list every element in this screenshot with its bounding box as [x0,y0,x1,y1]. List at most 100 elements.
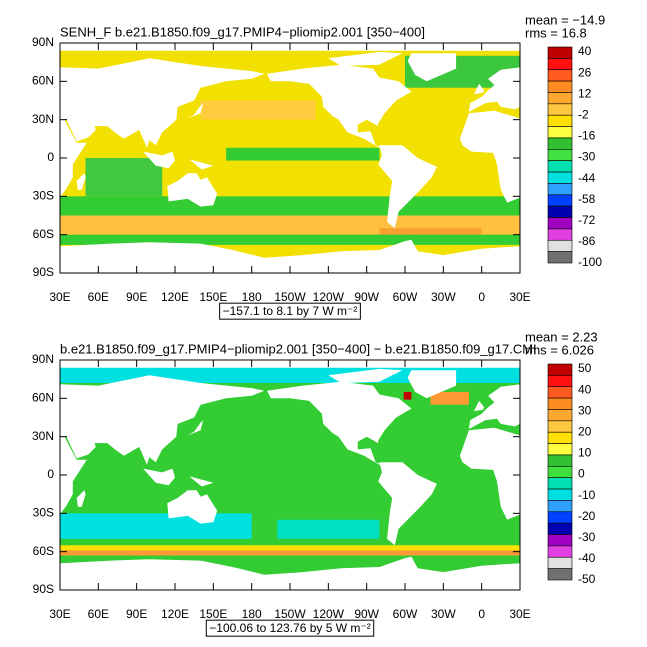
lon-label: 120E [161,290,189,304]
rms: rms = 6.026 [525,342,594,357]
colorbar-box [547,397,573,410]
field [60,550,520,556]
field [60,234,520,245]
colorbar-box [547,137,573,150]
mean: mean = 2.23 [525,329,598,344]
lon-label: 120W [313,607,345,621]
field [379,228,482,239]
colorbar-box [547,205,573,218]
colorbar-label: -86 [578,234,596,248]
field [60,513,252,539]
lon-label: 30E [509,607,530,621]
colorbar-box [547,114,573,127]
lat-label: 30S [33,506,54,520]
colorbar-box [547,149,573,161]
lon-label: 90E [126,290,147,304]
field [403,391,412,400]
colorbar-box [547,160,573,173]
colorbar-box [547,92,573,105]
lon-label: 0 [478,607,485,621]
colorbar-box [547,251,573,264]
colorbar-box [547,46,573,59]
colorbar-box [547,522,573,535]
colorbar-label: 40 [578,382,592,396]
colorbar-label: 50 [578,361,592,375]
colorbar-box [547,556,573,569]
lat-label: 60N [32,74,54,88]
colorbar-label: -20 [578,509,596,523]
colorbar-box [547,454,573,467]
field [85,158,163,197]
colorbar-box [547,194,573,207]
lat-label: 30N [32,112,54,126]
map [60,43,520,273]
colorbar-box [547,103,573,116]
lon-label: 60E [88,607,109,621]
lon-label: 120E [161,607,189,621]
lat-label: 60S [33,544,54,558]
colorbar-box [547,420,573,433]
colorbar-box [547,431,573,444]
lat-label: 60S [33,227,54,241]
range-label: −100.06 to 123.76 by 5 W m⁻² [209,621,370,635]
colorbar-box [547,375,573,388]
lon-label: 180 [242,607,262,621]
colorbar-label: -72 [578,213,596,227]
colorbar-box [547,363,573,376]
range-label: −157.1 to 8.1 by 7 W m⁻² [223,304,358,318]
lon-label: 90W [354,290,379,304]
map [60,360,520,590]
colorbar-box [547,488,573,501]
colorbar-label: -44 [578,171,596,185]
lon-label: 90E [126,607,147,621]
lat-label: 90S [33,582,54,596]
title: b.e21.B1850.f09_g17.PMIP4−pliomip2.001 [… [60,341,537,356]
colorbar-label: -2 [578,107,589,121]
field [226,147,380,161]
field [430,391,469,405]
lon-label: 120W [313,290,345,304]
field [200,100,316,120]
lon-label: 30E [509,290,530,304]
colorbar-box [547,443,573,456]
colorbar-box [547,545,573,558]
colorbar-box [547,466,573,478]
lon-label: 0 [478,290,485,304]
lon-label: 180 [242,290,262,304]
colorbar-box [547,386,573,399]
panel: SENH_F b.e21.B1850.f09_g17.PMIP4−pliomip… [32,12,605,320]
lat-label: 90N [32,35,54,49]
lon-label: 60W [393,607,418,621]
colorbar-box [547,534,573,547]
colorbar-label: 30 [578,403,592,417]
field [60,545,520,551]
colorbar-label: 12 [578,86,592,100]
colorbar-box [547,69,573,82]
colorbar-label: -16 [578,129,596,143]
colorbar-label: -30 [578,530,596,544]
lon-label: 30W [431,290,456,304]
colorbar-label: 10 [578,446,592,460]
range-box [219,302,361,320]
colorbar-box [547,239,573,252]
lon-label: 90W [354,607,379,621]
title: SENH_F b.e21.B1850.f09_g17.PMIP4−pliomip… [60,24,425,39]
colorbar-label: -40 [578,551,596,565]
lat-label: 30N [32,429,54,443]
colorbar-box [547,217,573,230]
colorbar-label: -10 [578,488,596,502]
colorbar-box [547,500,573,513]
range-box [205,619,375,637]
lon-label: 60W [393,290,418,304]
lon-label: 30E [49,290,70,304]
colorbar-box [547,183,573,196]
lat-label: 90N [32,352,54,366]
colorbar-box [547,568,573,581]
field [277,519,380,539]
colorbar-box [547,477,573,490]
colorbar-label: 20 [578,424,592,438]
lon-label: 150E [199,607,227,621]
lat-label: 90S [33,265,54,279]
rms: rms = 16.8 [525,25,587,40]
